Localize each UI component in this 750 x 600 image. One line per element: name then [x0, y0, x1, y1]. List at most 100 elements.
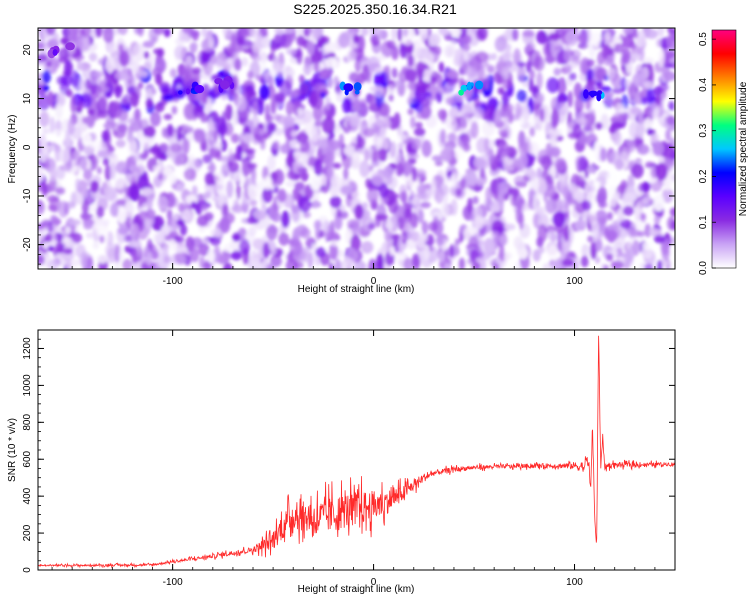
spectrogram-blob	[129, 184, 140, 202]
spectrogram-blob	[235, 96, 247, 112]
spectrogram-blob	[371, 151, 378, 163]
spectrogram-blob	[83, 168, 93, 181]
x-tick-label: 100	[566, 577, 583, 588]
spectrogram-blob	[418, 28, 428, 36]
spectrogram-blob	[310, 91, 317, 109]
spectrogram-blob	[291, 205, 301, 223]
spectrogram-blob	[533, 56, 545, 72]
spectrogram-blob	[346, 258, 355, 269]
spectrogram-blob	[293, 260, 304, 269]
spectrogram-blob	[251, 28, 257, 39]
spectrogram-blob	[117, 28, 128, 36]
spectrogram-blob	[152, 48, 161, 55]
spectrogram-blob	[261, 36, 271, 49]
spectrogram-blob	[163, 255, 171, 264]
spectrogram-blob	[653, 194, 665, 212]
spectrogram-blob	[176, 182, 184, 193]
spectrogram-blob	[190, 247, 200, 263]
spectrogram-blob	[631, 163, 644, 179]
spectrogram-blob	[38, 254, 45, 266]
spectrogram-blob	[143, 51, 150, 59]
spectrogram-blob	[273, 114, 282, 121]
spectrogram-blob	[260, 59, 267, 72]
spectrogram-blob	[298, 195, 311, 213]
spectrogram-blob	[617, 112, 625, 124]
spectrogram-blob	[272, 140, 280, 150]
spectrogram-blob	[87, 256, 94, 269]
spectrogram-blob	[324, 150, 334, 169]
spectrogram-blob	[354, 204, 364, 220]
y-tick-label: -10	[22, 188, 33, 203]
spectrogram-blob	[145, 209, 156, 220]
y-tick-label: 20	[22, 44, 33, 56]
colorbar-tick-label: 0.1	[698, 215, 709, 229]
spectrogram-blob	[57, 91, 66, 107]
spectrogram-blob	[437, 109, 448, 121]
y-tick-label: 0	[22, 144, 33, 150]
spectrogram-blob	[317, 139, 328, 149]
spectrogram-blob	[242, 133, 253, 144]
spectrogram-blob	[167, 137, 180, 145]
spectrogram-blob	[562, 235, 571, 252]
spectrogram-blob	[423, 244, 431, 261]
spectrogram-blob	[603, 95, 614, 109]
spectrogram-blob	[644, 263, 654, 269]
spectrogram-blob	[584, 112, 596, 127]
y-tick-label: 1200	[22, 337, 33, 360]
spectrogram-blob	[567, 132, 580, 139]
spectrogram-blob	[455, 188, 463, 197]
spectrogram-blob	[340, 185, 353, 195]
spectrogram-blob	[96, 206, 104, 219]
spectrogram-blob	[161, 127, 167, 138]
spectrogram-blob	[327, 78, 333, 89]
spectrogram-blob	[88, 52, 98, 62]
spectrogram-blob	[169, 68, 177, 78]
spectrogram-blob	[421, 220, 429, 235]
spectrogram-blob	[274, 30, 287, 49]
spectrogram-blob	[366, 186, 379, 204]
spectrogram-blob	[361, 202, 369, 210]
spectrogram-blob	[70, 149, 81, 162]
spectrogram-blob	[644, 223, 652, 238]
spectrogram-blob	[262, 242, 270, 259]
spectrogram-hotspot	[178, 90, 183, 95]
spectrogram-blob	[213, 141, 223, 150]
spectrogram-blob	[219, 155, 232, 163]
spectrogram-blob	[223, 63, 232, 72]
spectrogram-blob	[204, 212, 214, 221]
spectrogram-blob	[625, 28, 636, 34]
colorbar-tick-label: 0.0	[698, 261, 709, 275]
spectrogram-blob	[266, 224, 278, 241]
spectrogram-blob	[536, 30, 548, 45]
spectrogram-blob	[330, 239, 341, 247]
spectrogram-blob	[115, 161, 129, 175]
spectrogram-blob	[412, 253, 420, 268]
spectrogram-blob	[225, 104, 233, 121]
spectrogram-blob	[595, 239, 603, 252]
spectrogram-blob	[536, 71, 543, 90]
spectrogram-blob	[429, 75, 437, 86]
spectrogram-blob	[417, 238, 425, 249]
spectrogram-blob	[309, 175, 322, 191]
spectrogram-blob	[466, 66, 478, 78]
spectrogram-blob	[38, 166, 44, 183]
spectrogram-blob	[46, 91, 55, 107]
spectrogram-blob	[105, 56, 116, 73]
spectrogram-blob	[388, 196, 399, 215]
spectrogram-blob	[391, 67, 398, 79]
spectrogram-blob	[259, 128, 265, 136]
spectrogram-blob	[491, 52, 497, 61]
spectrogram-blob	[378, 102, 391, 117]
spectrogram-blob	[536, 236, 544, 248]
spectrogram-blob	[260, 28, 268, 35]
spectrogram-blob	[38, 53, 48, 63]
spectrogram-blob	[629, 41, 637, 50]
spectrogram-blob	[153, 231, 165, 244]
spectrogram-blob	[182, 136, 190, 155]
spectrogram-blob	[621, 48, 631, 65]
spectrogram-blob	[329, 242, 339, 261]
spectrogram-blob	[630, 106, 641, 115]
spectrogram-blob	[270, 45, 276, 55]
spectrogram-blob	[413, 127, 426, 137]
